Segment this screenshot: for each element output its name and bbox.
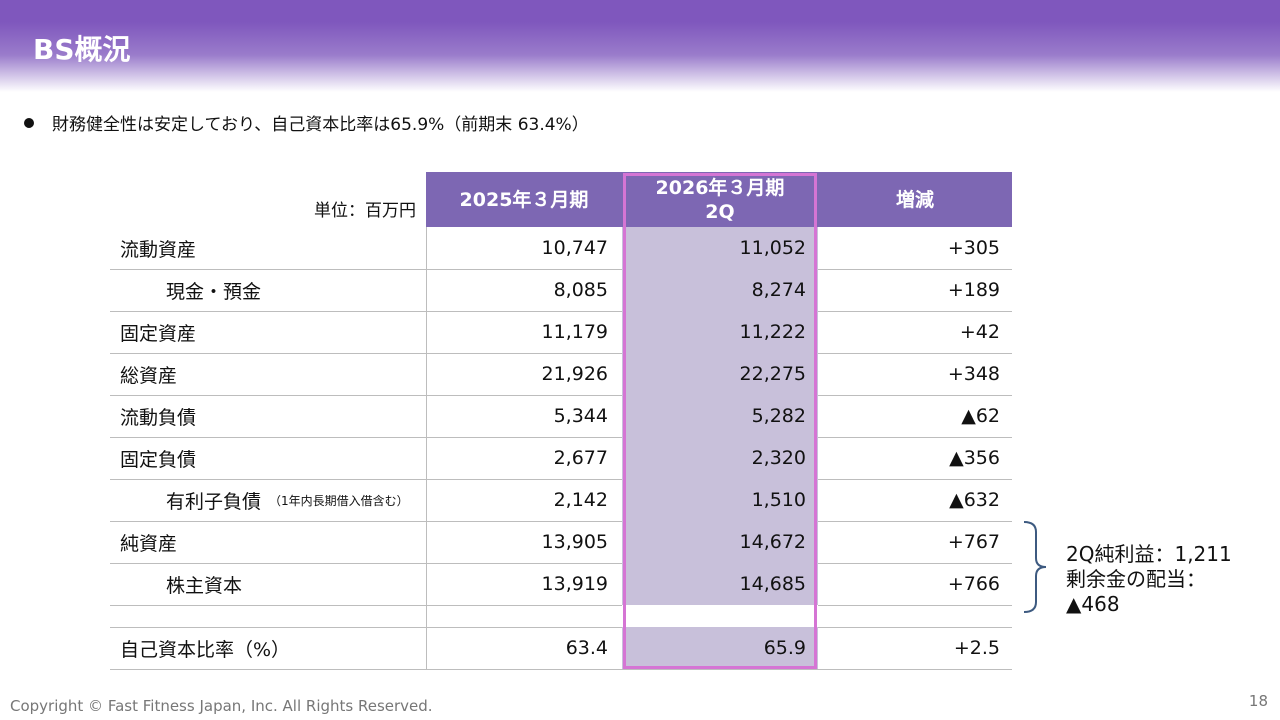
row-label-group: 有利子負債 （1年内長期借入借含む） [110, 479, 426, 521]
value-fy2025: 5,344 [426, 395, 622, 437]
value-fy2025: 13,905 [426, 521, 622, 563]
value-fy2025: 2,677 [426, 437, 622, 479]
value-fy2025: 8,085 [426, 269, 622, 311]
summary-bullet: 財務健全性は安定しており、自己資本比率は65.9%（前期末 63.4%） [24, 110, 589, 135]
table-row: 有利子負債 （1年内長期借入借含む） 2,142 1,510 ▲632 [110, 479, 1012, 522]
row-label: 現金・預金 [166, 280, 262, 303]
title-bar: BS概況 [0, 0, 1280, 92]
value-fy2026-2q: 14,672 [622, 521, 818, 563]
row-label: 純資産 [120, 532, 178, 555]
row-label: 固定資産 [120, 322, 197, 345]
value-change: +767 [947, 531, 1000, 553]
row-label: 自己資本比率（%） [120, 638, 291, 661]
table-row: 純資産 13,905 14,672 +767 [110, 521, 1012, 564]
value-change: +189 [947, 279, 1000, 301]
table-row: 現金・預金 8,085 8,274 +189 [110, 269, 1012, 312]
table-row: 総資産 21,926 22,275 +348 [110, 353, 1012, 396]
value-fy2025: 13,919 [426, 563, 622, 605]
row-label: 固定負債 [120, 448, 197, 471]
page-number: 18 [1248, 692, 1268, 710]
row-label: 株主資本 [166, 574, 243, 597]
value-fy2026-2q: 1,510 [622, 479, 818, 521]
header-change: 増減 [818, 172, 1012, 227]
table-row: 株主資本 13,919 14,685 +766 [110, 563, 1012, 606]
value-fy2025: 10,747 [426, 227, 622, 269]
note-line-1: 2Q純利益：1,211 [1066, 542, 1232, 566]
value-fy2026-2q: 22,275 [622, 353, 818, 395]
value-change: +305 [947, 237, 1000, 259]
value-change: +42 [959, 321, 1000, 343]
summary-text: 財務健全性は安定しており、自己資本比率は65.9%（前期末 63.4%） [52, 115, 589, 135]
table-row: 流動資産 10,747 11,052 +305 [110, 227, 1012, 270]
value-fy2026-2q: 11,222 [622, 311, 818, 353]
value-fy2026-2q: 11,052 [622, 227, 818, 269]
value-change: +766 [947, 573, 1000, 595]
table-row: 固定負債 2,677 2,320 ▲356 [110, 437, 1012, 480]
bullet-dot-icon [24, 118, 34, 128]
value-fy2026-2q: 14,685 [622, 563, 818, 605]
row-label: 流動負債 [120, 406, 197, 429]
copyright-footer: Copyright © Fast Fitness Japan, Inc. All… [10, 697, 433, 715]
value-fy2025: 63.4 [426, 627, 622, 669]
value-change: ▲62 [961, 405, 1000, 427]
row-label: 有利子負債 [166, 490, 262, 513]
value-change: ▲356 [949, 447, 1000, 469]
curly-brace-icon [1023, 521, 1047, 613]
table-spacer-row [110, 605, 1012, 628]
table-row: 流動負債 5,344 5,282 ▲62 [110, 395, 1012, 438]
value-fy2025: 21,926 [426, 353, 622, 395]
value-fy2025: 11,179 [426, 311, 622, 353]
spacer-cell [622, 605, 818, 627]
spacer-cell [426, 605, 622, 627]
value-fy2026-2q: 8,274 [622, 269, 818, 311]
row-label: 流動資産 [120, 238, 197, 261]
row-sublabel: （1年内長期借入借含む） [269, 493, 409, 508]
value-change: +348 [947, 363, 1000, 385]
slide-title: BS概況 [33, 33, 131, 66]
value-change: ▲632 [949, 489, 1000, 511]
note-line-2: 剰余金の配当： [1066, 567, 1206, 591]
value-fy2025: 2,142 [426, 479, 622, 521]
table-row: 自己資本比率（%） 63.4 65.9 +2.5 [110, 627, 1012, 670]
header-fy2026-2q: 2026年３月期 2Q [622, 172, 818, 227]
value-change: +2.5 [953, 637, 1000, 659]
net-income-note: 2Q純利益：1,211 剰余金の配当： ▲468 [1066, 542, 1232, 617]
table-row: 固定資産 11,179 11,222 +42 [110, 311, 1012, 354]
note-line-3: ▲468 [1066, 592, 1120, 616]
value-fy2026-2q: 65.9 [622, 627, 818, 669]
row-label: 総資産 [120, 364, 178, 387]
unit-label: 単位：百万円 [314, 201, 416, 221]
header-fy2025: 2025年３月期 [426, 172, 622, 227]
value-fy2026-2q: 2,320 [622, 437, 818, 479]
value-fy2026-2q: 5,282 [622, 395, 818, 437]
table-header-row: 単位：百万円 2025年３月期 2026年３月期 2Q 増減 [110, 172, 1012, 227]
